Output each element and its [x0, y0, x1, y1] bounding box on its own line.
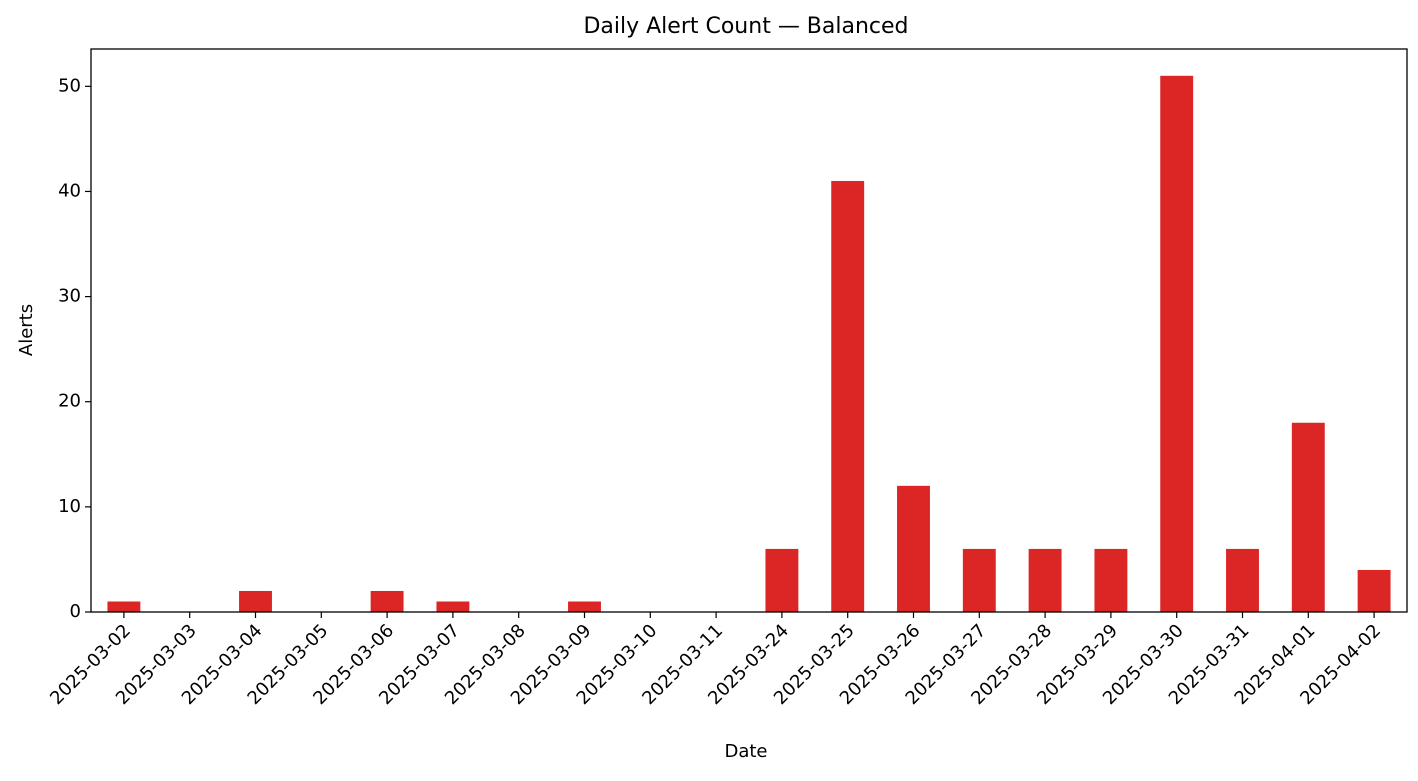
x-axis-label: Date [724, 741, 767, 762]
y-tick-label: 20 [58, 391, 81, 412]
bar [1028, 548, 1062, 612]
bar [765, 548, 799, 612]
bar [1291, 422, 1325, 612]
bar [962, 548, 996, 612]
y-tick-label: 30 [58, 286, 81, 307]
bar [568, 601, 601, 612]
y-tick-label: 50 [58, 75, 81, 96]
y-tick-label: 10 [58, 496, 81, 517]
bar [370, 590, 404, 612]
bar [1160, 75, 1194, 613]
bar [436, 601, 470, 612]
plot-frame [90, 48, 1408, 613]
bar [897, 485, 930, 612]
bar [1226, 548, 1259, 612]
y-axis-label: Alerts [16, 304, 37, 356]
bar [831, 180, 865, 612]
y-tick-label: 40 [58, 180, 81, 201]
bar [1094, 548, 1128, 612]
chart-title: Daily Alert Count — Balanced [583, 14, 908, 39]
bar [239, 590, 272, 612]
y-tick-label: 0 [70, 601, 81, 622]
bar [1357, 569, 1391, 612]
bar [107, 601, 141, 612]
